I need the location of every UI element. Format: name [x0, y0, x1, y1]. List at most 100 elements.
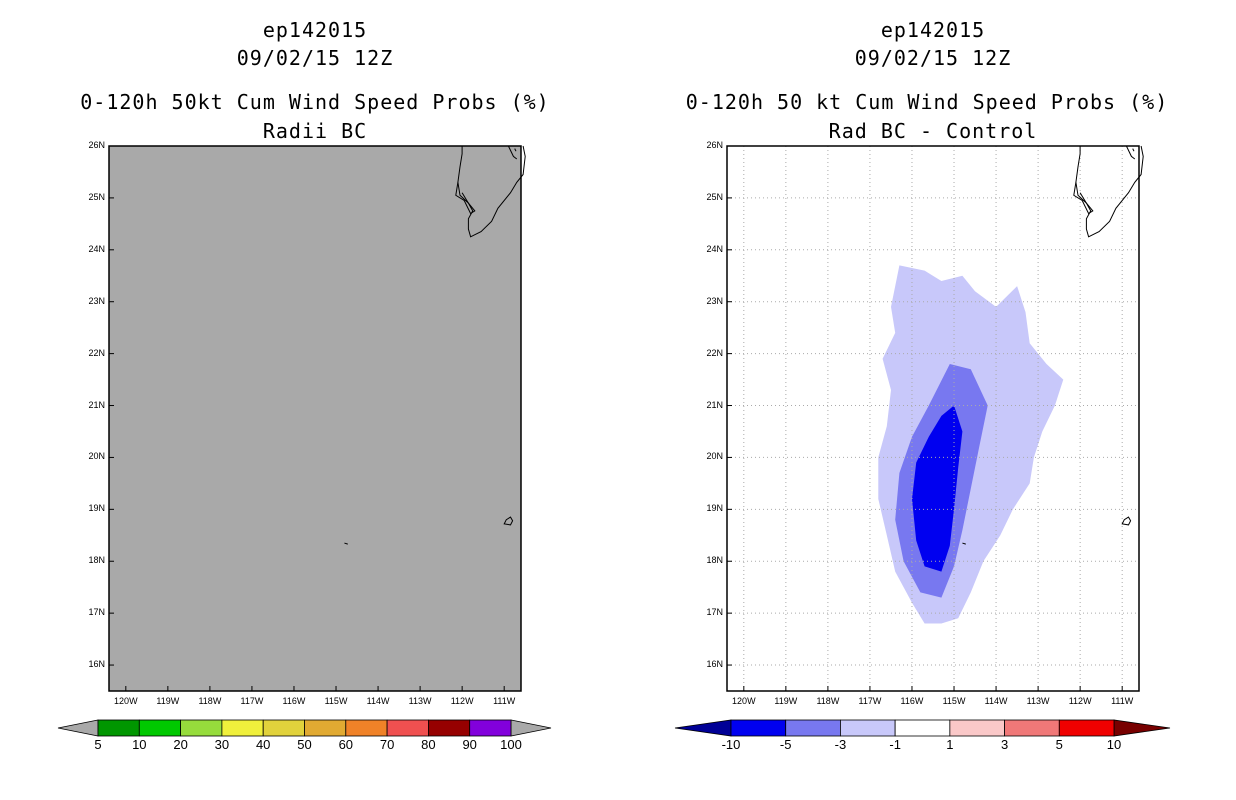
right-chart-title: 0-120h 50 kt Cum Wind Speed Probs (%)	[685, 90, 1169, 114]
right-chart-subtitle: Rad BC - Control	[828, 119, 1038, 143]
colorbar-label: 30	[214, 737, 230, 752]
x-tick-label: 119W	[156, 696, 180, 706]
y-tick-label: 23N	[88, 295, 105, 306]
x-tick-label: 119W	[774, 696, 798, 706]
colorbar-swatch	[427, 719, 471, 737]
x-tick-label: 113W	[1026, 696, 1050, 706]
coastline	[507, 145, 518, 160]
island-outline	[1121, 516, 1132, 526]
colorbar-swatch	[1058, 719, 1115, 737]
y-tick-label: 24N	[706, 243, 723, 254]
island-outline	[962, 542, 966, 545]
colorbar-label: 40	[255, 737, 271, 752]
island-outline	[344, 542, 348, 545]
island-outline	[503, 516, 514, 526]
colorbar-swatch	[138, 719, 182, 737]
colorbar-swatch	[304, 719, 347, 737]
colorbar-label: 90	[462, 737, 477, 752]
left-date: 09/02/15 12Z	[236, 46, 394, 70]
y-tick-label: 24N	[88, 243, 105, 254]
x-tick-label: 117W	[858, 696, 882, 706]
coastline	[514, 148, 517, 152]
x-tick-label: 111W	[493, 696, 516, 706]
x-tick-label: 114W	[984, 696, 1008, 706]
x-tick-label: 114W	[366, 696, 390, 706]
colorbar-over-triangle	[510, 719, 552, 737]
y-tick-label: 26N	[706, 140, 723, 150]
y-tick-label: 20N	[706, 451, 723, 462]
colorbar-swatch	[262, 719, 305, 737]
coastline	[1125, 145, 1136, 160]
colorbar-label: 20	[173, 737, 188, 752]
coastline	[457, 145, 526, 238]
colorbar-under-triangle	[57, 719, 99, 737]
colorbar-label: 80	[421, 737, 436, 752]
y-tick-label: 25N	[88, 191, 105, 202]
coastline	[455, 182, 476, 215]
coastline	[1075, 145, 1144, 238]
x-tick-label: 115W	[324, 696, 348, 706]
x-tick-label: 116W	[282, 696, 306, 706]
colorbar-swatch	[386, 719, 429, 737]
colorbar-swatch	[894, 719, 951, 737]
colorbar-swatch	[180, 719, 223, 737]
colorbar-swatch	[345, 719, 388, 737]
colorbar-label: 100	[500, 737, 522, 752]
coastline	[1132, 148, 1135, 152]
colorbar-label: -10	[721, 737, 741, 752]
left-chart-title: 0-120h 50kt Cum Wind Speed Probs (%)	[80, 90, 550, 114]
x-tick-label: 120W	[732, 696, 756, 706]
y-tick-label: 21N	[706, 399, 723, 410]
map-frame	[726, 145, 1140, 692]
colorbar-label: 5	[94, 737, 102, 752]
colorbar-swatch	[221, 719, 264, 737]
colorbar-under-triangle	[674, 719, 732, 737]
colorbar-over-triangle	[1113, 719, 1171, 737]
x-tick-label: 113W	[408, 696, 432, 706]
colorbar-label: 50	[297, 737, 312, 752]
x-tick-label: 120W	[114, 696, 138, 706]
colorbar-swatch	[97, 719, 140, 737]
y-tick-label: 17N	[706, 607, 723, 618]
colorbar-swatch	[469, 719, 512, 737]
y-tick-label: 25N	[706, 191, 723, 202]
y-tick-label: 23N	[706, 295, 723, 306]
y-tick-label: 22N	[88, 347, 105, 358]
y-tick-label: 18N	[88, 555, 105, 566]
colorbar-label: -3	[834, 737, 847, 752]
y-tick-label: 20N	[88, 451, 105, 462]
map-background	[109, 146, 521, 691]
colorbar-swatch	[730, 719, 787, 737]
y-tick-label: 26N	[88, 140, 105, 150]
map-panel-1	[57, 145, 552, 737]
colorbar-label: 3	[1000, 737, 1009, 752]
y-tick-label: 18N	[706, 555, 723, 566]
coastline	[1073, 182, 1094, 215]
colorbar-label: 1	[946, 737, 954, 752]
y-tick-label: 16N	[88, 659, 105, 670]
colorbar-swatch	[785, 719, 841, 737]
colorbar-label: 10	[1106, 737, 1122, 752]
colorbar-label: 60	[338, 737, 354, 752]
map-frame	[108, 145, 522, 692]
x-tick-label: 115W	[942, 696, 966, 706]
colorbar-swatch	[840, 719, 896, 737]
y-tick-label: 22N	[706, 347, 723, 358]
y-tick-label: 17N	[88, 607, 105, 618]
colorbar-label: 70	[379, 737, 395, 752]
left-storm-id: ep142015	[262, 18, 368, 42]
y-tick-label: 21N	[88, 399, 105, 410]
colorbar-label: 5	[1055, 737, 1063, 752]
x-tick-label: 111W	[1111, 696, 1134, 706]
contour-fill	[912, 405, 963, 572]
colorbar-swatch	[1004, 719, 1060, 737]
x-tick-label: 112W	[1068, 696, 1092, 706]
y-tick-label: 19N	[706, 503, 723, 514]
colorbar-label: 10	[132, 737, 147, 752]
x-tick-label: 118W	[198, 696, 222, 706]
right-storm-id: ep142015	[880, 18, 986, 42]
x-tick-label: 117W	[240, 696, 264, 706]
x-tick-label: 112W	[450, 696, 474, 706]
colorbar-label: -5	[779, 737, 792, 752]
right-date: 09/02/15 12Z	[854, 46, 1012, 70]
